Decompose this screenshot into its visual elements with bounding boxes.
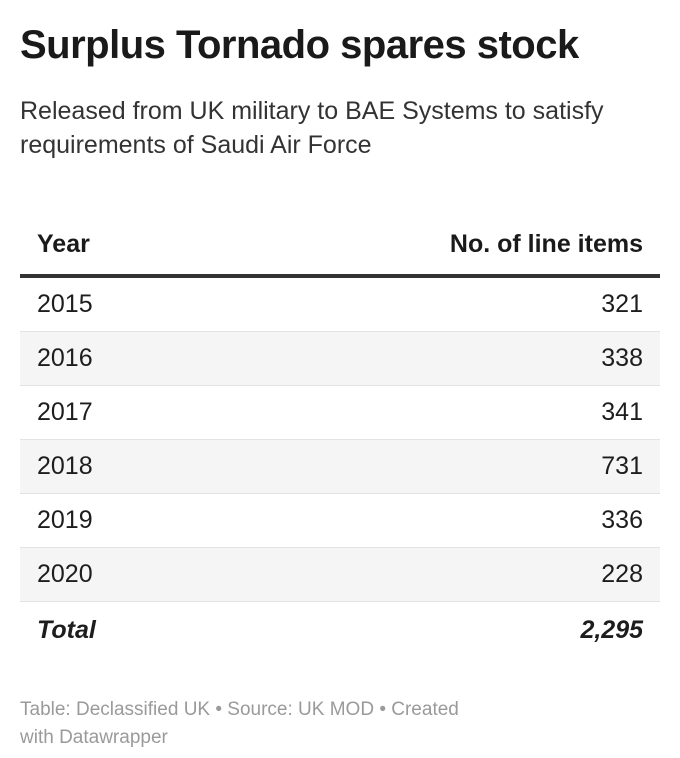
cell-year: 2017 xyxy=(20,385,206,440)
cell-year: 2019 xyxy=(20,493,206,548)
total-value: 2,295 xyxy=(205,601,660,658)
table-row: 2017 341 xyxy=(20,385,660,440)
cell-line-items: 338 xyxy=(205,331,660,386)
cell-year: 2016 xyxy=(20,331,206,386)
cell-line-items: 341 xyxy=(205,385,660,440)
page-title: Surplus Tornado spares stock xyxy=(20,23,579,67)
column-header-line-items[interactable]: No. of line items xyxy=(205,214,660,278)
total-label: Total xyxy=(20,601,206,658)
table-header: Year No. of line items xyxy=(20,214,660,278)
table-card: Surplus Tornado spares stock Released fr… xyxy=(20,22,660,752)
table-row: 2019 336 xyxy=(20,493,660,548)
header-row: Year No. of line items xyxy=(20,214,660,278)
column-header-year[interactable]: Year xyxy=(20,214,206,278)
cell-year: 2020 xyxy=(20,547,206,602)
table-body: 2015 321 2016 338 2017 341 2018 731 2019… xyxy=(20,276,660,658)
data-table: Year No. of line items 2015 321 2016 338… xyxy=(20,214,660,658)
cell-year: 2015 xyxy=(20,276,206,332)
table-row: 2016 338 xyxy=(20,331,660,386)
subtitle: Released from UK military to BAE Systems… xyxy=(20,97,604,159)
cell-line-items: 228 xyxy=(205,547,660,602)
table-row: 2018 731 xyxy=(20,439,660,494)
table-row: 2020 228 xyxy=(20,547,660,602)
cell-year: 2018 xyxy=(20,439,206,494)
cell-line-items: 321 xyxy=(205,276,660,332)
cell-line-items: 336 xyxy=(205,493,660,548)
cell-line-items: 731 xyxy=(205,439,660,494)
total-row: Total 2,295 xyxy=(20,601,660,658)
source-footer: Table: Declassified UK • Source: UK MOD … xyxy=(20,699,459,748)
table-row: 2015 321 xyxy=(20,276,660,332)
